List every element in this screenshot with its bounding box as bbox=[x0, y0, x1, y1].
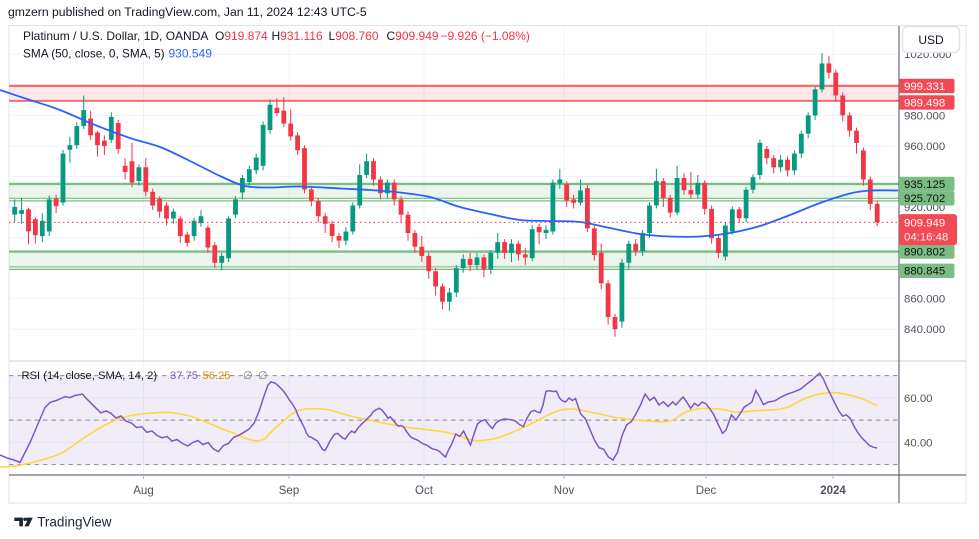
svg-text:880.845: 880.845 bbox=[904, 266, 945, 278]
svg-text:860.000: 860.000 bbox=[904, 294, 945, 306]
svg-text:60.00: 60.00 bbox=[904, 393, 933, 405]
svg-text:890.802: 890.802 bbox=[904, 247, 945, 259]
svg-text:SMA (50, close, 0, SMA, 5): SMA (50, close, 0, SMA, 5) bbox=[23, 47, 165, 61]
svg-text:37.75: 37.75 bbox=[170, 370, 198, 382]
svg-text:L908.760: L908.760 bbox=[329, 29, 379, 43]
svg-text:∅: ∅ bbox=[243, 370, 253, 382]
svg-text:Dec: Dec bbox=[696, 485, 717, 497]
svg-text:H931.116: H931.116 bbox=[272, 29, 323, 43]
svg-text:04:16:48: 04:16:48 bbox=[904, 232, 948, 244]
svg-text:935.125: 935.125 bbox=[904, 179, 945, 191]
svg-text:TradingView: TradingView bbox=[37, 515, 112, 530]
svg-text:gmzern published on TradingVie: gmzern published on TradingView.com, Jan… bbox=[8, 5, 367, 19]
svg-text:∅: ∅ bbox=[258, 370, 268, 382]
svg-text:Sep: Sep bbox=[279, 485, 299, 497]
svg-text:Nov: Nov bbox=[554, 485, 575, 497]
svg-text:925.702: 925.702 bbox=[904, 193, 945, 205]
svg-text:−9.926 (−1.08%): −9.926 (−1.08%) bbox=[441, 29, 530, 43]
svg-text:Platinum / U.S. Dollar, 1D, OA: Platinum / U.S. Dollar, 1D, OANDA bbox=[23, 29, 208, 43]
svg-text:989.498: 989.498 bbox=[904, 97, 945, 109]
svg-text:Oct: Oct bbox=[415, 485, 434, 497]
svg-text:56.25: 56.25 bbox=[203, 370, 231, 382]
svg-text:RSI (14, close, SMA, 14, 2): RSI (14, close, SMA, 14, 2) bbox=[22, 370, 158, 382]
svg-text:840.000: 840.000 bbox=[904, 324, 945, 336]
svg-text:2024: 2024 bbox=[820, 485, 846, 497]
svg-text:980.000: 980.000 bbox=[904, 110, 945, 122]
svg-text:999.331: 999.331 bbox=[904, 81, 945, 93]
svg-text:Aug: Aug bbox=[133, 485, 153, 497]
svg-text:960.000: 960.000 bbox=[904, 141, 945, 153]
svg-text:O919.874: O919.874 bbox=[215, 29, 268, 43]
svg-text:909.949: 909.949 bbox=[904, 217, 945, 229]
svg-text:40.00: 40.00 bbox=[904, 437, 933, 449]
svg-text:USD: USD bbox=[918, 33, 944, 47]
svg-text:C909.949: C909.949 bbox=[387, 29, 439, 43]
svg-text:930.549: 930.549 bbox=[169, 47, 213, 61]
